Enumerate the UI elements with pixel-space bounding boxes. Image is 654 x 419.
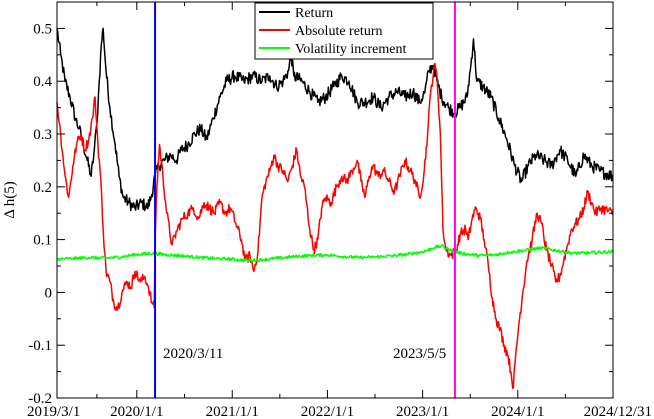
y-tick-label: 0 bbox=[45, 285, 53, 301]
legend-label: Volatility increment bbox=[295, 42, 406, 57]
x-tick-label: 2024/12/31 bbox=[584, 404, 652, 419]
x-tick-label: 2019/3/1 bbox=[27, 404, 80, 419]
y-tick-label: -0.2 bbox=[28, 391, 52, 407]
x-tick-label: 2020/1/1 bbox=[110, 404, 163, 419]
x-tick-label: 2022/1/1 bbox=[301, 404, 354, 419]
absolute-return-series-line bbox=[56, 62, 614, 390]
y-tick-label: 0.1 bbox=[33, 233, 52, 249]
y-tick-label: 0.5 bbox=[33, 21, 52, 37]
plot-frame bbox=[56, 1, 614, 399]
return-series-line bbox=[56, 27, 614, 212]
y-tick-label: -0.1 bbox=[28, 338, 52, 354]
x-tick-label: 2024/1/1 bbox=[491, 404, 544, 419]
event-markers: 2020/3/11 2023/5/5 bbox=[154, 2, 456, 398]
legend: Return Absolute return Volatility incremen… bbox=[254, 2, 434, 60]
axis-ticks: -0.2 -0.1 0 0.1 0.2 0.3 0.4 0.5 2019/3/1 2020/1/1… bbox=[27, 1, 652, 419]
event-label: 2020/3/11 bbox=[163, 346, 223, 362]
y-tick-label: 0.4 bbox=[33, 74, 52, 90]
legend-label: Absolute return bbox=[295, 24, 382, 39]
x-tick-label: 2021/1/1 bbox=[206, 404, 259, 419]
y-tick-label: 0.3 bbox=[33, 127, 52, 143]
x-tick-label: 2023/1/1 bbox=[396, 404, 449, 419]
volatility-increment-series-line bbox=[56, 243, 614, 263]
y-axis-label: Δ h(5) bbox=[2, 181, 18, 219]
event-label: 2023/5/5 bbox=[393, 346, 446, 362]
legend-label: Return bbox=[295, 6, 333, 21]
series-lines bbox=[56, 27, 614, 390]
y-tick-label: 0.2 bbox=[33, 180, 52, 196]
